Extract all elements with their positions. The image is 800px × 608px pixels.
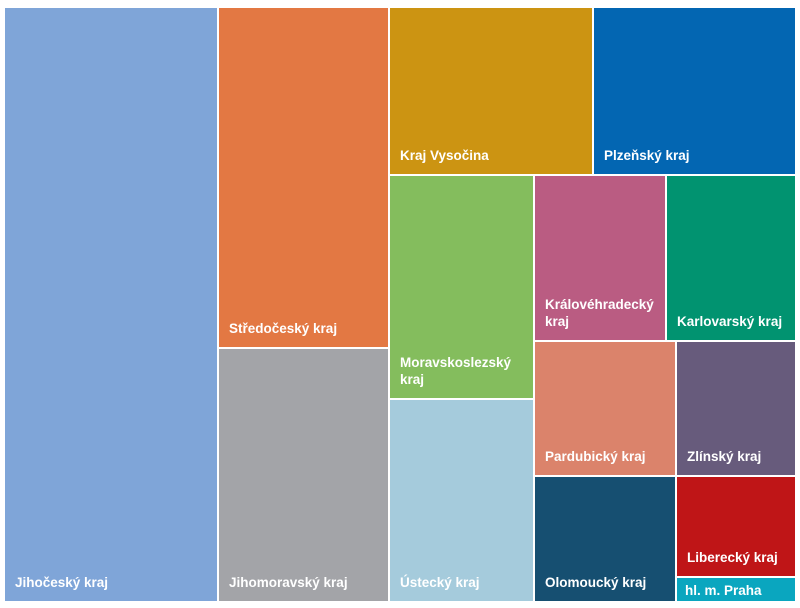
tile-label: Olomoucký kraj	[545, 575, 647, 590]
tile-label: Liberecký kraj	[687, 550, 778, 565]
tile-zlinsky-kraj: Zlínský kraj	[677, 342, 795, 475]
tile-jihocesky-kraj: Jihočeský kraj	[5, 8, 217, 601]
tile-label: Karlovarský kraj	[677, 314, 783, 329]
tile-label: Kraj Vysočina	[400, 148, 489, 163]
tile-hl-m-praha: hl. m. Praha	[677, 578, 795, 601]
tile-jihomoravsky-kraj: Jihomoravský kraj	[219, 349, 388, 601]
tile-label: Jihomoravský kraj	[229, 575, 348, 590]
tile-ustecky-kraj: Ústecký kraj	[390, 400, 533, 601]
tile-label: hl. m. Praha	[685, 583, 762, 598]
tile-kralovehradecky-kraj: Královéhradecký kraj	[535, 176, 665, 340]
tile-label: Středočeský kraj	[229, 321, 338, 336]
tile-label: Zlínský kraj	[687, 449, 762, 464]
tile-label: Jihočeský kraj	[15, 575, 109, 590]
tile-label: Královéhradecký kraj	[545, 297, 654, 329]
tile-karlovarsky-kraj: Karlovarský kraj	[667, 176, 795, 340]
tile-label: Plzeňský kraj	[604, 148, 690, 163]
tile-stredocesky-kraj: Středočeský kraj	[219, 8, 388, 347]
tile-kraj-vysocina: Kraj Vysočina	[390, 8, 592, 174]
tile-label: Moravskoslezský kraj	[400, 355, 512, 387]
tile-label: Ústecký kraj	[400, 575, 480, 590]
tile-olomoucky-kraj: Olomoucký kraj	[535, 477, 675, 601]
tile-liberecky-kraj: Liberecký kraj	[677, 477, 795, 576]
tile-label: Pardubický kraj	[545, 449, 646, 464]
tile-pardubicky-kraj: Pardubický kraj	[535, 342, 675, 475]
tile-plzensky-kraj: Plzeňský kraj	[594, 8, 795, 174]
tile-moravskoslezsky-kraj: Moravskoslezský kraj	[390, 176, 533, 398]
